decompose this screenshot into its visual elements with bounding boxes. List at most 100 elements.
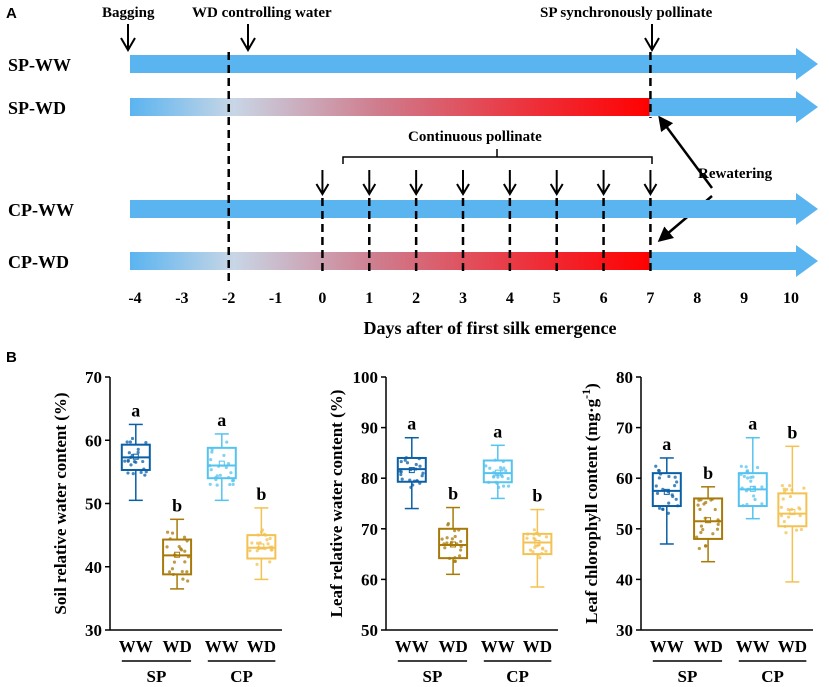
significance-letter: b [532,486,542,506]
data-point [492,475,496,479]
data-point [799,527,804,532]
data-point [699,524,704,528]
cp-pollinate-arrow-head [502,183,517,196]
y-tick-label: 50 [361,621,378,640]
data-point [498,466,503,470]
x-tick-label: WW [205,637,239,656]
significance-letter: a [748,414,757,434]
data-point [210,448,214,452]
data-point [409,485,413,489]
mean-marker [218,460,225,467]
data-point [183,560,187,564]
data-point [506,476,510,481]
data-point [266,542,270,546]
data-point [749,475,753,480]
y-tick-label: 90 [361,419,378,438]
data-point [525,536,529,540]
y-axis-label: Soil relative water content (%) [51,392,70,614]
row-label-sp-wd: SP-WD [8,98,66,118]
x-tick-label: WW [119,637,153,656]
y-tick-label: 60 [361,570,378,589]
data-point [782,489,787,493]
data-point [675,480,679,484]
data-point [501,484,506,488]
data-point [544,535,549,539]
y-tick-label: 60 [616,469,633,488]
data-point [126,471,130,475]
data-point [215,483,219,487]
timeline-tick-label: 7 [646,290,654,307]
data-point [453,534,457,539]
data-point [670,493,674,497]
data-point [739,464,743,468]
data-point [495,473,500,477]
data-point [459,548,463,552]
box-wd-sp: b WD [162,495,193,656]
x-tick-label: WW [736,637,770,656]
data-point [697,498,701,502]
data-point [672,484,677,488]
data-point [263,533,268,537]
data-point [258,541,262,545]
data-point [165,530,170,534]
cp-pollinate-arrow-head [549,183,564,196]
panel-a: A Bagging WD controlling water SP synchr… [6,5,818,338]
data-point [667,501,671,505]
data-point [790,488,794,492]
data-point [186,555,191,559]
data-point [216,464,221,468]
data-point [702,502,706,506]
y-tick-label: 40 [616,570,633,589]
data-point [541,546,545,550]
data-point [488,466,492,470]
data-point [270,548,274,552]
wd-start-arrow-head [240,37,256,52]
data-point [713,507,717,512]
data-point [255,562,259,566]
data-point [126,458,130,462]
cp-pollinate-arrow-head [596,183,611,196]
panel-b-label: B [6,349,17,366]
data-point [404,456,408,460]
data-point [504,469,508,473]
data-point [716,522,720,527]
timeline-tick-label: 5 [553,290,561,307]
group-label-cp: CP [761,667,784,686]
data-point [717,519,721,523]
data-point [695,535,699,539]
data-point [226,462,231,466]
data-point [399,472,403,477]
data-point [399,470,403,474]
data-point [701,527,705,532]
data-point [760,485,764,489]
data-point [186,579,190,583]
box-ww-cp: a WW [481,421,515,656]
y-tick-label: 50 [616,520,633,539]
data-point [399,459,403,464]
continuous-pollinate-bracket [342,149,653,164]
data-point [654,484,658,488]
data-point [125,440,129,444]
timeline-arrow-sp-ww [130,48,818,80]
data-point [740,486,744,490]
data-point [532,536,536,540]
group-labels: SP CP [652,660,807,686]
x-tick-label: WD [523,637,552,656]
box-ww-cp: a WW [205,410,239,656]
data-point [459,545,463,549]
data-point [168,537,172,541]
significance-letter: a [493,421,502,441]
data-point [167,570,172,574]
data-point [268,560,272,564]
timeline-xlabel: Days after of first silk emergence [363,318,616,338]
data-point [506,484,511,488]
data-point [170,567,175,571]
data-point [484,464,488,468]
data-point [222,453,226,458]
x-tick-label: WD [247,637,276,656]
data-point [780,484,784,488]
data-point [715,527,720,531]
timeline-tick-label: 6 [600,290,608,307]
data-point [697,546,701,551]
y-tick-label: 60 [85,431,102,450]
